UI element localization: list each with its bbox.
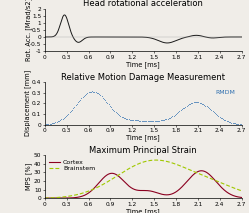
Y-axis label: MPS [%]: MPS [%] [26, 163, 32, 190]
Y-axis label: Displacement [mm]: Displacement [mm] [24, 70, 31, 137]
Title: Head rotational acceleration: Head rotational acceleration [83, 0, 203, 9]
Y-axis label: Rot. Acc. [Mrad/s2]: Rot. Acc. [Mrad/s2] [25, 0, 32, 62]
X-axis label: Time [ms]: Time [ms] [126, 61, 160, 68]
Legend: Cortex, Brainstem: Cortex, Brainstem [48, 158, 96, 173]
X-axis label: Time [ms]: Time [ms] [126, 135, 160, 141]
Title: Maximum Principal Strain: Maximum Principal Strain [89, 146, 197, 155]
Text: RMDM: RMDM [216, 91, 236, 95]
Title: Relative Motion Damage Measurement: Relative Motion Damage Measurement [61, 73, 225, 82]
X-axis label: Time [ms]: Time [ms] [126, 208, 160, 213]
